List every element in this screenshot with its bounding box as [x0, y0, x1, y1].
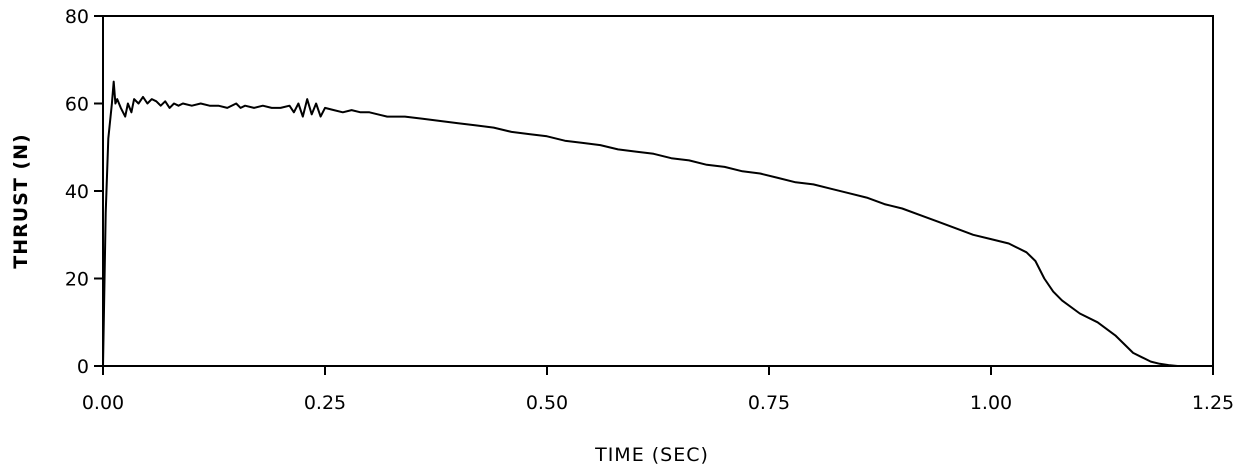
y-axis: 0 20 40 60 80 — [65, 6, 103, 378]
x-tick-label: 0.50 — [526, 392, 568, 414]
thrust-curve-line — [102, 80, 1213, 367]
plot-border — [102, 15, 1214, 367]
y-tick-label: 0 — [77, 356, 89, 378]
x-axis: 0.00 0.25 0.50 0.75 1.00 1.25 — [82, 366, 1234, 414]
x-tick-label: 0.25 — [304, 392, 346, 414]
x-tick-label: 1.25 — [1192, 392, 1234, 414]
y-tick-label: 40 — [65, 181, 89, 203]
x-tick-label: 0.00 — [82, 392, 124, 414]
x-tick-label: 0.75 — [748, 392, 790, 414]
y-tick-label: 60 — [65, 94, 89, 116]
x-tick-label: 1.00 — [970, 392, 1012, 414]
series-layer — [102, 80, 1213, 367]
y-tick-label: 80 — [65, 6, 89, 28]
y-axis-title: THRUST (N) — [10, 133, 32, 268]
x-axis-title: TIME (SEC) — [594, 444, 709, 466]
y-tick-label: 20 — [65, 269, 89, 291]
plot-frame — [102, 15, 1214, 367]
